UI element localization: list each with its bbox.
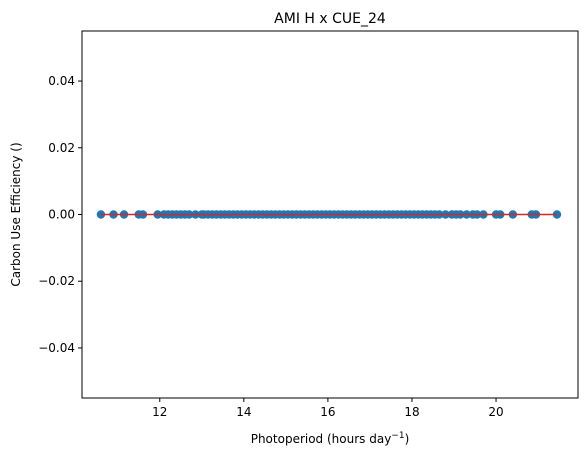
- y-tick-label: 0.00: [48, 208, 75, 222]
- y-tick-label: −0.02: [38, 274, 75, 288]
- x-axis: 12 14 16 18 20: [152, 398, 504, 419]
- x-axis-label: Photoperiod (hours day−1): [251, 431, 410, 446]
- y-axis-label: Carbon Use Efficiency (): [9, 142, 23, 286]
- x-axis-label-suffix: ): [405, 432, 410, 446]
- y-tick-label: 0.02: [48, 141, 75, 155]
- x-tick-label: 12: [152, 405, 167, 419]
- x-tick-label: 18: [404, 405, 419, 419]
- x-tick-label: 20: [488, 405, 503, 419]
- x-axis-label-superscript: −1: [391, 431, 404, 441]
- x-tick-label: 14: [236, 405, 251, 419]
- y-tick-label: −0.04: [38, 341, 75, 355]
- y-axis: −0.04 −0.02 0.00 0.02 0.04: [38, 74, 82, 355]
- x-tick-label: 16: [320, 405, 335, 419]
- chart-title: AMI H x CUE_24: [274, 11, 386, 27]
- y-tick-label: 0.04: [48, 74, 75, 88]
- x-axis-label-main: Photoperiod (hours day: [251, 432, 392, 446]
